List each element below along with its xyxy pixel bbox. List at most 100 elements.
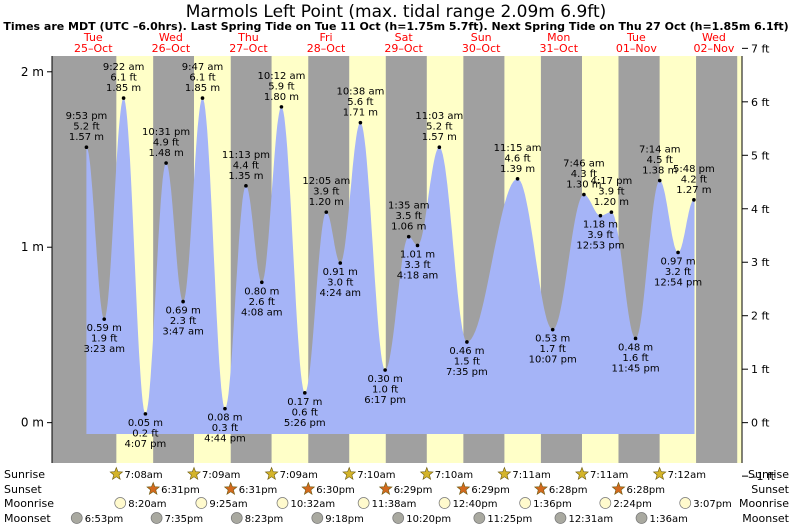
tide-label: 3.5 ft (396, 211, 422, 222)
tide-label: 0.91 m (323, 267, 358, 278)
axes: 0 m 1 m 2 m –1 ft 0 ft 1 ft 2 ft 3 ft 4 ft 5 ft 6 … (21, 42, 776, 483)
tide-label: 0.05 m (128, 418, 163, 429)
tide-label: 1:35 am (388, 201, 430, 212)
tide-label: 4.2 ft (681, 174, 707, 185)
tide-label: 4.4 ft (233, 160, 259, 171)
legend-event-time: 9:25am (209, 499, 247, 510)
legend-event-time: 11:25pm (487, 514, 532, 525)
tide-label: 0.08 m (207, 413, 242, 424)
sunrise-icon (109, 466, 124, 480)
legend-event-time: 10:32am (290, 499, 335, 510)
tide-curve (86, 98, 695, 434)
tide-label: 1.80 m (264, 92, 299, 103)
moonset-icon (150, 512, 163, 524)
sunset-icon (611, 481, 626, 495)
tide-label: 3.9 ft (598, 187, 624, 198)
legend-row-label-right: Sunrise (748, 468, 789, 481)
sunset-icon (223, 481, 238, 495)
tide-label: 10:31 pm (142, 127, 190, 138)
day-of-week-label: Thu (237, 31, 259, 44)
tide-label: 0.53 m (535, 334, 570, 345)
low-tide-marker: 0.91 m3.0 ft4:24 am (320, 261, 361, 299)
legend-row-label-right: Sunset (751, 483, 789, 496)
tide-label: 6:17 pm (364, 395, 406, 406)
moonrise-icon (195, 497, 208, 509)
date-label: 31–Oct (540, 42, 579, 55)
tide-label: 10:12 am (257, 71, 305, 82)
tide-label: 9:22 am (103, 62, 145, 73)
high-tide-marker: 7:46 am4.3 ft1.30 m (563, 159, 605, 197)
tide-point (102, 317, 107, 321)
tide-point (437, 145, 442, 150)
legend-row-label: Sunrise (4, 468, 45, 481)
tide-label: 3:23 am (83, 344, 125, 355)
tide-point (84, 145, 89, 150)
legend-event-time: 10:20pm (406, 514, 451, 525)
legend-row-label: Moonrise (4, 497, 54, 510)
day-of-week-label: Wed (159, 31, 183, 44)
tide-label: 0.80 m (244, 286, 279, 297)
moonrise-icon (276, 497, 289, 509)
tide-label: 5.2 ft (426, 122, 452, 133)
high-tide-marker: 10:38 am5.6 ft1.71 m (336, 87, 384, 125)
tide-label: 4:44 pm (204, 434, 246, 445)
sunrise-icon (342, 466, 357, 480)
legend-event-time: 12:40pm (453, 499, 498, 510)
tide-point (260, 280, 264, 285)
low-tide-marker: 0.69 m2.3 ft3:47 am (162, 299, 204, 338)
tide-label: 1.85 m (106, 83, 141, 94)
low-tide-marker: 0.59 m1.9 ft3:23 am (83, 317, 125, 355)
legend-event-time: 9:18pm (325, 514, 364, 525)
legend-event-time: 8:20am (128, 499, 166, 510)
tide-label: 4.3 ft (571, 169, 597, 180)
high-tide-marker: 11:03 am5.2 ft1.57 m (415, 111, 463, 150)
tide-label: 12:53 pm (576, 241, 624, 252)
right-tick-label: 5 ft (751, 149, 770, 162)
day-of-week-label: Sat (395, 31, 414, 44)
tide-point (406, 234, 411, 239)
tide-point (324, 210, 329, 214)
low-tide-marker: 0.05 m0.2 ft4:07 pm (125, 412, 167, 450)
date-label: 30–Oct (462, 42, 501, 55)
right-tick-label: 3 ft (751, 256, 770, 269)
tide-label: 3:47 am (162, 327, 204, 338)
tide-label: 4.9 ft (153, 138, 179, 149)
tide-point (692, 198, 696, 202)
high-tide-marker: 9:22 am6.1 ft1.85 m (103, 62, 145, 100)
tide-point (200, 96, 205, 100)
moonrise-icon (519, 497, 532, 509)
day-of-week-label: Tue (626, 31, 646, 44)
legend-event-time: 2:24pm (613, 499, 652, 510)
low-tide-marker: 0.17 m0.6 ft5:26 pm (284, 391, 326, 429)
legend-event-time: 7:09am (280, 470, 318, 481)
right-tick-label: 4 ft (751, 203, 770, 216)
moonset-icon (70, 512, 83, 524)
tide-point (598, 213, 603, 218)
tide-label: 0.69 m (166, 306, 201, 317)
tide-point (550, 327, 555, 332)
tide-label: 1.27 m (676, 185, 711, 196)
tide-label: 6.1 ft (189, 73, 215, 84)
tide-label: 1.20 m (594, 197, 629, 208)
tide-label: 1.5 ft (454, 356, 480, 367)
tide-label: 4:07 pm (125, 439, 167, 450)
legend-event-time: 8:23pm (245, 514, 284, 525)
tide-label: 4.6 ft (504, 153, 530, 164)
date-label: 27–Oct (229, 42, 268, 55)
tide-point (121, 96, 126, 100)
high-tide-marker: 1:35 am3.5 ft1.06 m (388, 201, 430, 239)
legend-event-time: 3:07pm (693, 499, 732, 510)
legend-event-time: 7:08am (124, 470, 162, 481)
tide-label: 1.30 m (566, 180, 601, 191)
tide-label: 1.9 ft (91, 334, 117, 345)
date-label: 02–Nov (693, 42, 734, 55)
tide-point (164, 161, 168, 165)
tide-label: 0.46 m (449, 346, 484, 357)
tide-point (676, 250, 680, 255)
tide-label: 1.71 m (343, 108, 378, 119)
legend-row-label-right: Moonrise (739, 497, 789, 510)
tide-label: 1.57 m (422, 132, 457, 143)
tide-point (515, 177, 520, 181)
sun-moon-legend: Sunrise Sunrise 7:08am 7:09am 7:09am 7:10am 7:… (4, 466, 790, 525)
low-tide-marker: 0.08 m0.3 ft4:44 pm (204, 406, 246, 445)
